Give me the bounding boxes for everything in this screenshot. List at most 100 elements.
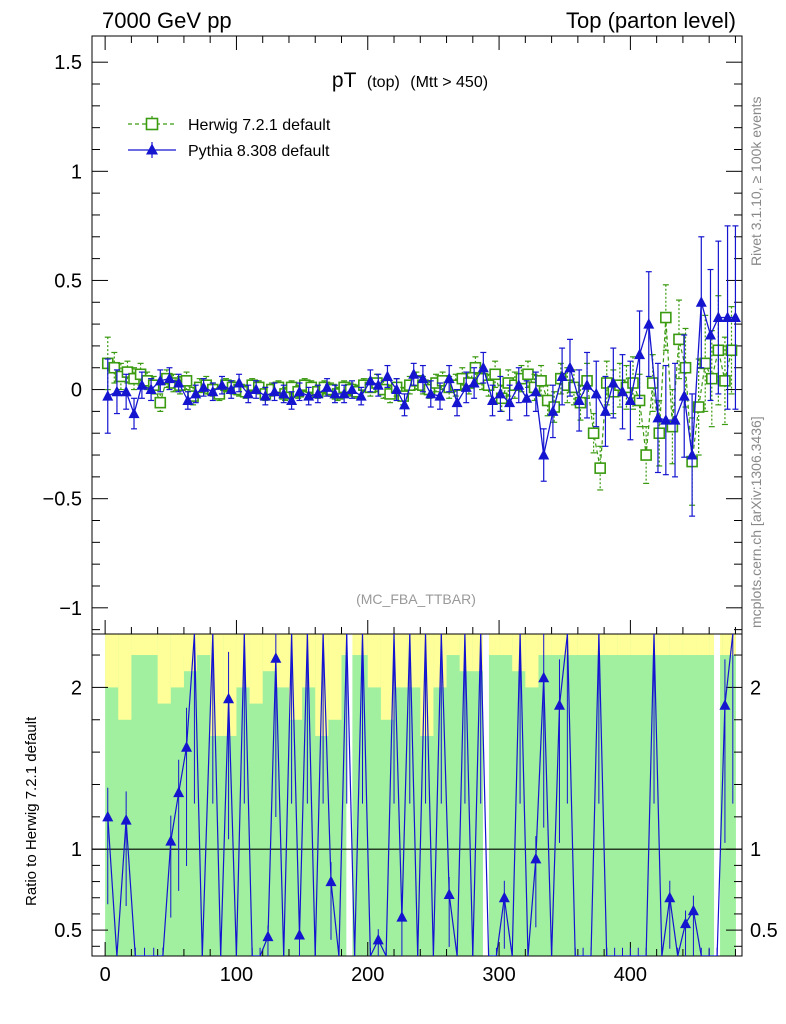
pythia-point bbox=[136, 379, 148, 390]
ratio-point bbox=[173, 786, 185, 798]
pythia-point bbox=[634, 348, 646, 360]
band-yellow-segment bbox=[577, 634, 592, 656]
herwig-point bbox=[121, 366, 134, 378]
band-green-segment bbox=[682, 634, 697, 956]
herwig-point bbox=[134, 368, 147, 381]
pythia-point bbox=[417, 372, 429, 384]
rivet-version-label: Rivet 3.1.10, ≥ 100k events bbox=[748, 96, 764, 266]
herwig-point bbox=[594, 462, 606, 474]
ratio-pythia-series bbox=[102, 634, 734, 956]
pythia-point bbox=[624, 394, 636, 405]
ratio-y-axis-label: Ratio to Herwig 7.2.1 default bbox=[23, 716, 40, 906]
band-yellow-segment bbox=[499, 634, 513, 656]
pythia-point bbox=[321, 381, 333, 392]
band-green-segment bbox=[551, 634, 566, 956]
pythia-point bbox=[547, 405, 559, 416]
band-yellow-segment bbox=[262, 634, 277, 672]
band-yellow-segment bbox=[604, 634, 618, 656]
header-left-text: 7000 GeV pp bbox=[102, 8, 232, 33]
herwig-point bbox=[587, 427, 600, 440]
herwig-point bbox=[673, 333, 685, 346]
ratio-xtick-label: 0 bbox=[100, 964, 111, 986]
band-green-segment bbox=[617, 634, 631, 956]
band-yellow-segment bbox=[367, 634, 382, 688]
pythia-point bbox=[599, 405, 611, 416]
band-green-segment bbox=[105, 634, 119, 956]
herwig-point bbox=[660, 311, 672, 324]
ratio-point bbox=[687, 904, 699, 916]
pythia-point bbox=[154, 374, 166, 386]
ratio-point bbox=[270, 652, 282, 663]
pythia-point bbox=[259, 390, 271, 401]
pythia-point bbox=[329, 387, 341, 399]
herwig-point bbox=[719, 375, 731, 387]
band-green-segment bbox=[577, 634, 592, 956]
ratio-point bbox=[102, 810, 114, 822]
pythia-point bbox=[573, 394, 585, 405]
pythia-point bbox=[391, 383, 403, 395]
band-green-segment bbox=[604, 634, 618, 956]
band-yellow-segment bbox=[656, 634, 671, 656]
ratio-xtick-label: 200 bbox=[351, 964, 384, 986]
pythia-point bbox=[111, 385, 123, 397]
herwig-point bbox=[646, 377, 659, 389]
pythia-point bbox=[581, 379, 593, 390]
herwig-point bbox=[653, 427, 666, 440]
pythia-point bbox=[678, 390, 690, 401]
herwig-point bbox=[522, 368, 534, 381]
mcplots-label: mcplots.cern.ch [arXiv:1306.3436] bbox=[748, 416, 764, 628]
pythia-point bbox=[399, 398, 411, 410]
ratio-point bbox=[680, 917, 692, 929]
ratio-point bbox=[293, 928, 305, 940]
main-ytick-label: 0 bbox=[71, 380, 82, 402]
ratio-ytick-label: 0.5 bbox=[54, 920, 82, 942]
band-green-segment bbox=[367, 634, 382, 956]
pythia-point bbox=[468, 377, 480, 388]
plot-title-sub1: (top) bbox=[367, 74, 400, 91]
pythia-point bbox=[660, 414, 672, 425]
band-yellow-segment bbox=[459, 634, 474, 672]
ratio-ytick-label-right: 2 bbox=[750, 677, 761, 699]
ratio-panel-frame bbox=[91, 633, 743, 957]
band-green-segment bbox=[249, 634, 264, 956]
ratio-point bbox=[664, 891, 676, 903]
pythia-point bbox=[102, 390, 114, 401]
main-ytick-label: 1.5 bbox=[54, 52, 82, 74]
band-yellow-segment bbox=[328, 634, 342, 720]
band-yellow-segment bbox=[696, 634, 710, 656]
ratio-point bbox=[443, 888, 455, 900]
ratio-point bbox=[719, 699, 731, 710]
pythia-point bbox=[712, 311, 724, 323]
band-yellow-segment bbox=[722, 634, 736, 656]
band-yellow-segment bbox=[249, 634, 264, 704]
plot-title: pT (top) (Mtt > 450) bbox=[332, 69, 488, 92]
pythia-point bbox=[477, 361, 489, 373]
legend-herwig-label: Herwig 7.2.1 default bbox=[188, 117, 331, 134]
ratio-point bbox=[262, 930, 274, 942]
pythia-point bbox=[381, 370, 393, 381]
pythia-point bbox=[607, 377, 619, 388]
band-yellow-segment bbox=[525, 634, 539, 688]
plot-title-main: pT bbox=[332, 69, 357, 92]
band-yellow-segment bbox=[118, 634, 132, 720]
ratio-ytick-label: 2 bbox=[71, 677, 82, 699]
legend-herwig-marker bbox=[145, 117, 159, 131]
pythia-point bbox=[652, 411, 664, 423]
band-yellow-segment bbox=[643, 634, 658, 656]
band-yellow-segment bbox=[144, 634, 159, 656]
pythia-point bbox=[686, 449, 698, 460]
pythia-point bbox=[145, 383, 157, 395]
pythia-point bbox=[617, 385, 629, 397]
herwig-point bbox=[180, 375, 193, 387]
ratio-point bbox=[553, 699, 565, 710]
analysis-id-label: (MC_FBA_TTBAR) bbox=[356, 591, 476, 607]
band-green-segment bbox=[394, 634, 408, 956]
band-yellow-segment bbox=[223, 634, 237, 736]
ratio-point bbox=[372, 933, 384, 945]
legend-pythia-marker bbox=[146, 143, 158, 155]
band-yellow-segment bbox=[485, 634, 500, 656]
pythia-point bbox=[233, 377, 245, 388]
pythia-point bbox=[216, 379, 228, 390]
pythia-point bbox=[538, 449, 550, 460]
